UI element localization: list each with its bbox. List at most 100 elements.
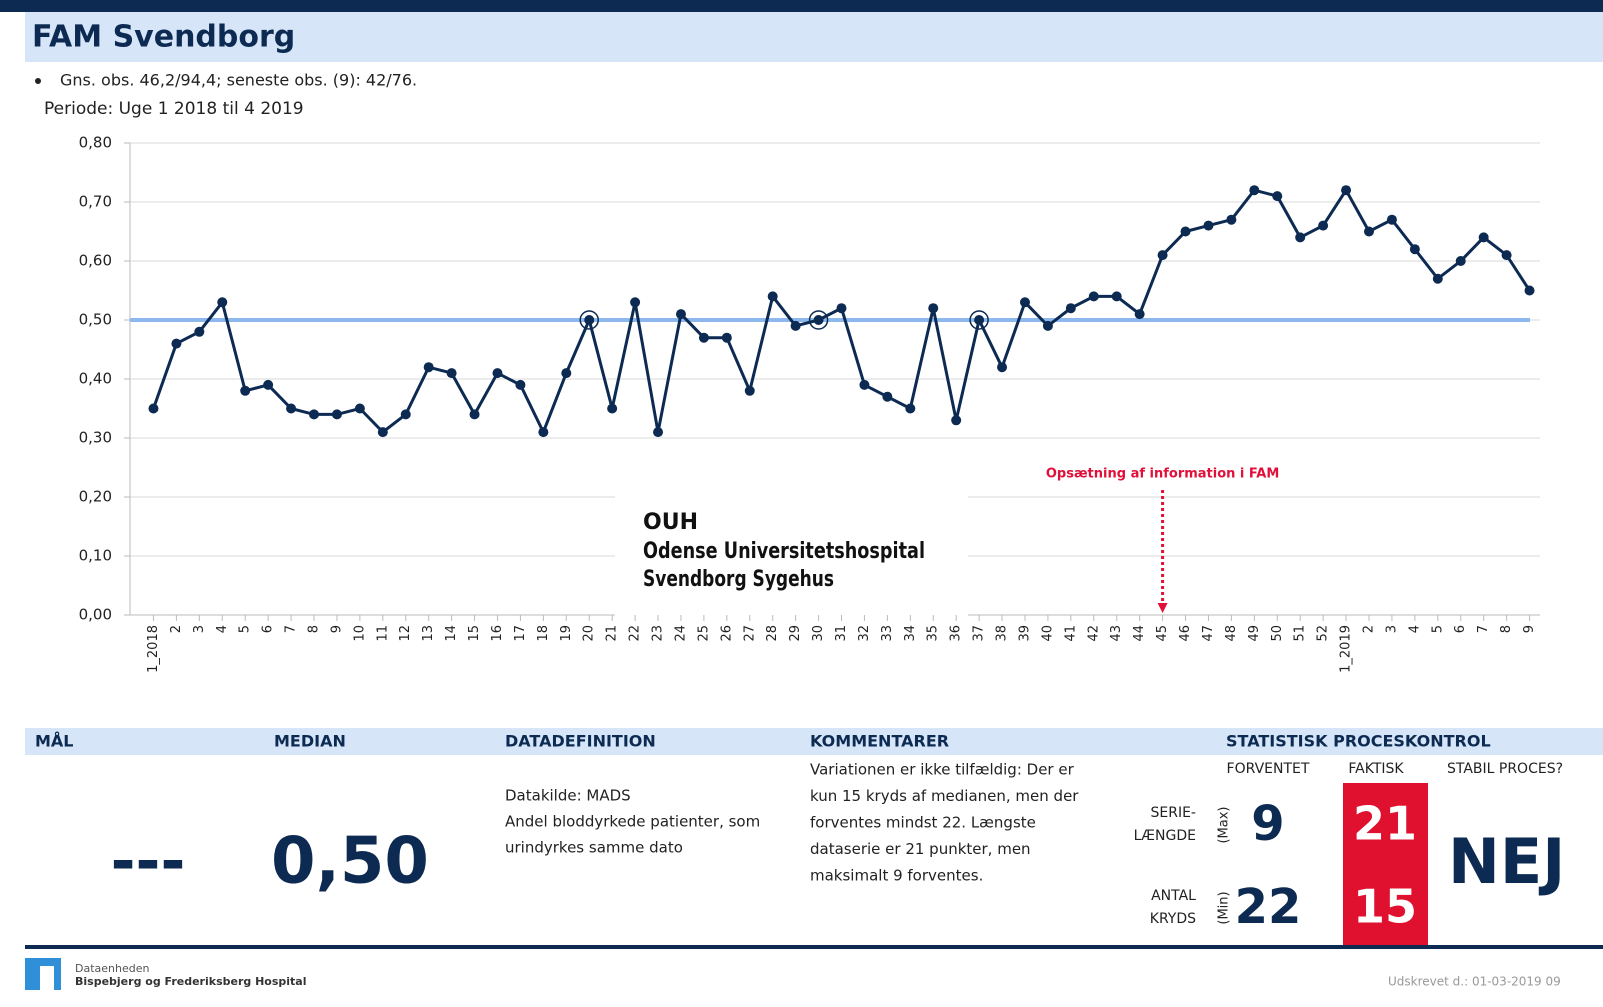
x-tick-label: 19 (559, 625, 574, 642)
data-point (836, 303, 847, 314)
data-point (997, 362, 1008, 373)
data-point (813, 315, 824, 325)
x-tick-label: 14 (444, 625, 459, 642)
data-point (675, 309, 686, 320)
stable-value: NEJ (1448, 825, 1565, 898)
data-point (1134, 309, 1145, 320)
x-tick-label: 24 (673, 625, 688, 642)
data-point (882, 391, 893, 402)
x-tick-label: 9 (329, 625, 344, 633)
spc-column: STABIL PROCES? (1447, 761, 1563, 777)
comment-line: Variationen er ikke tilfældig: Der er (810, 761, 1075, 779)
page-title: FAM Svendborg (32, 20, 295, 55)
panel-header-band (25, 728, 1603, 755)
x-tick-label: 39 (1017, 625, 1032, 642)
data-point (1226, 214, 1237, 225)
bullet-text: Gns. obs. 46,2/94,4; seneste obs. (9): 4… (60, 71, 417, 90)
definition-line: urindyrkes samme dato (505, 839, 683, 857)
data-point (1203, 220, 1214, 231)
x-tick-label: 15 (467, 625, 482, 642)
x-tick-label: 50 (1270, 625, 1285, 642)
watermark-line: OUH (643, 510, 698, 535)
data-point (653, 427, 664, 438)
x-tick-label: 40 (1040, 625, 1055, 642)
panel-header: DATADEFINITION (505, 732, 656, 751)
x-tick-label: 9 (1522, 625, 1537, 633)
median-hit-ring (969, 310, 989, 330)
data-point (469, 409, 480, 420)
data-point (1432, 273, 1443, 284)
x-tick-label: 7 (1476, 625, 1491, 633)
data-point (171, 338, 182, 349)
bullet-dot (35, 78, 41, 84)
watermark-line: Svendborg Sygehus (643, 567, 834, 592)
data-point (194, 326, 205, 337)
data-point (721, 332, 732, 343)
x-tick-label: 23 (651, 625, 666, 642)
x-tick-label: 3 (192, 625, 207, 633)
x-tick-label: 45 (1155, 625, 1170, 642)
spc-column: FAKTISK (1348, 761, 1404, 777)
y-tick-label: 0,30 (79, 429, 112, 447)
comment-line: maksimalt 9 forventes. (810, 867, 983, 885)
data-point (1019, 297, 1030, 308)
x-tick-label: 34 (903, 625, 918, 642)
spc-bound: (Max) (1217, 806, 1232, 843)
data-point (790, 320, 801, 331)
data-point (354, 403, 365, 414)
x-tick-label: 3 (1384, 625, 1399, 633)
data-point (217, 297, 228, 308)
annotation-text: Opsætning af information i FAM (1046, 467, 1279, 482)
x-tick-label: 33 (880, 625, 895, 642)
x-tick-label: 22 (628, 625, 643, 642)
data-point (377, 427, 388, 438)
data-point (1295, 232, 1306, 243)
comment-line: kun 15 kryds af medianen, men der (810, 787, 1079, 805)
data-point (400, 409, 411, 420)
data-point (148, 403, 159, 414)
y-tick-label: 0,20 (79, 488, 112, 506)
spc-row-label: LÆNGDE (1134, 828, 1196, 844)
data-point (607, 403, 618, 414)
x-tick-label: 1_2019 (1339, 625, 1354, 673)
data-point (767, 291, 778, 302)
comment-line: dataserie er 21 punkter, men (810, 840, 1031, 858)
x-tick-label: 32 (857, 625, 872, 642)
data-point (1065, 303, 1076, 314)
x-tick-label: 48 (1224, 625, 1239, 642)
spc-actual: 15 (1353, 880, 1417, 934)
x-tick-label: 26 (719, 625, 734, 642)
y-tick-label: 0,00 (79, 606, 112, 624)
y-tick-label: 0,60 (79, 252, 112, 270)
top-band (0, 0, 1603, 12)
data-point (905, 403, 916, 414)
data-point (240, 385, 251, 396)
x-tick-label: 6 (261, 625, 276, 633)
panel-header: STATISTISK PROCESKONTROL (1226, 732, 1491, 751)
data-point (928, 303, 939, 314)
x-tick-label: 10 (352, 625, 367, 642)
spc-row-label: SERIE- (1151, 805, 1197, 821)
x-tick-label: 13 (421, 625, 436, 642)
x-tick-label: 4 (1407, 625, 1422, 633)
data-point (859, 379, 870, 390)
data-point (331, 409, 342, 420)
spc-bound: (Min) (1217, 891, 1232, 924)
period: Periode: Uge 1 2018 til 4 2019 (44, 99, 304, 119)
y-tick-label: 0,50 (79, 311, 112, 329)
median-hit-ring (808, 310, 829, 330)
x-tick-label: 31 (834, 625, 849, 642)
footer-org: Dataenheden (75, 962, 149, 975)
data-point (263, 379, 274, 390)
footer-printed: Udskrevet d.: 01-03-2019 09 (1388, 975, 1561, 989)
data-point (492, 368, 503, 379)
x-tick-label: 2 (1361, 625, 1376, 633)
footer-org: Bispebjerg og Frederiksberg Hospital (75, 975, 307, 988)
x-tick-label: 12 (398, 625, 413, 642)
data-point (1341, 185, 1352, 196)
x-tick-label: 21 (605, 625, 620, 642)
data-point (744, 385, 755, 396)
x-tick-label: 4 (215, 625, 230, 633)
x-tick-label: 25 (696, 625, 711, 642)
median-value: 0,50 (271, 825, 429, 899)
